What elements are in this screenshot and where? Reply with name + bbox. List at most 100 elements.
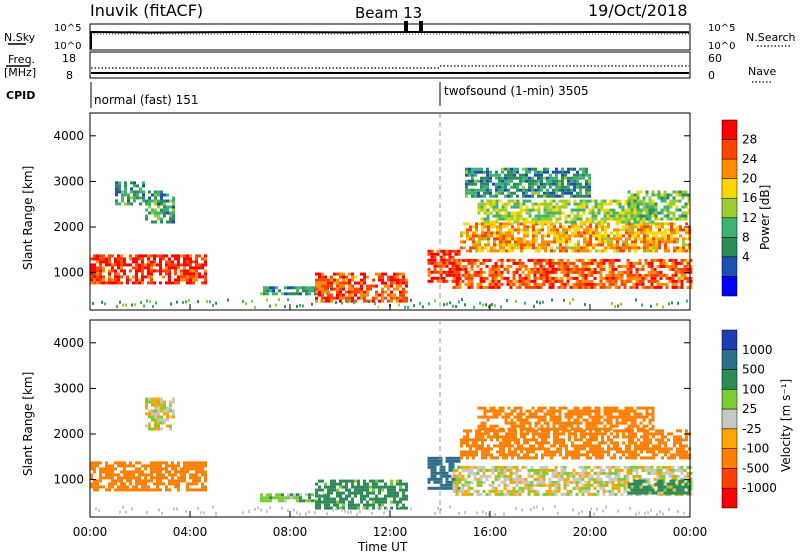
heatmap-cell xyxy=(624,421,628,425)
heatmap-cell xyxy=(653,285,657,289)
heatmap-cell xyxy=(593,285,597,289)
heatmap-cell xyxy=(548,264,552,268)
heatmap-cell xyxy=(433,276,437,280)
heatmap-cell xyxy=(470,486,474,490)
heatmap-cell xyxy=(676,231,679,235)
heatmap-cell xyxy=(481,231,484,235)
heatmap-cell xyxy=(390,290,393,294)
heatmap-cell xyxy=(596,270,600,274)
heatmap-cell xyxy=(637,222,640,226)
heatmap-cell xyxy=(550,456,553,460)
heatmap-cell xyxy=(606,412,610,416)
heatmap-cell xyxy=(469,246,472,250)
heatmap-cell xyxy=(390,284,393,288)
heatmap-cell xyxy=(507,199,511,203)
heatmap-cell xyxy=(378,293,381,297)
heatmap-cell xyxy=(162,467,165,471)
heatmap-cell xyxy=(554,267,558,271)
heatmap-cell xyxy=(535,231,538,235)
heatmap-cell xyxy=(663,205,667,209)
heatmap-cell xyxy=(528,409,532,413)
heatmap-cell xyxy=(493,249,496,253)
heatmap-cell xyxy=(479,261,483,265)
heatmap-cell xyxy=(671,267,675,271)
heatmap-cell xyxy=(189,464,192,468)
heatmap-cell xyxy=(549,194,552,198)
heatmap-cell xyxy=(156,473,159,477)
heatmap-cell xyxy=(324,485,327,489)
heatmap-cell xyxy=(627,427,631,431)
heatmap-cell xyxy=(517,225,520,229)
heatmap-cell xyxy=(311,289,314,293)
heatmap-cell xyxy=(597,202,601,206)
heatmap-cell xyxy=(658,243,661,247)
heatmap-cell xyxy=(315,284,318,288)
heatmap-cell xyxy=(278,289,281,293)
heatmap-cell xyxy=(588,406,592,410)
heatmap-cell xyxy=(587,465,591,469)
heatmap-cell xyxy=(138,266,141,270)
heatmap-cell xyxy=(685,438,688,442)
heatmap-cell xyxy=(555,409,559,413)
heatmap-cell xyxy=(635,298,637,302)
heatmap-cell xyxy=(528,424,532,428)
heatmap-cell xyxy=(586,450,589,454)
heatmap-cell xyxy=(464,258,468,262)
heatmap-cell xyxy=(491,468,495,472)
heatmap-cell xyxy=(436,480,440,484)
heatmap-cell xyxy=(93,488,96,492)
heatmap-cell xyxy=(504,188,507,192)
heatmap-cell xyxy=(666,208,670,212)
heatmap-cell xyxy=(578,273,582,277)
heatmap-cell xyxy=(165,485,168,489)
heatmap-cell xyxy=(159,254,162,258)
heatmap-cell xyxy=(551,267,555,271)
heatmap-cell xyxy=(521,480,525,484)
heatmap-cell xyxy=(607,453,610,457)
heatmap-cell xyxy=(596,474,600,478)
heatmap-cell xyxy=(616,237,619,241)
heatmap-cell xyxy=(666,193,670,197)
heatmap-cell xyxy=(641,264,645,268)
heatmap-cell xyxy=(626,270,630,274)
heatmap-cell xyxy=(608,492,612,496)
heatmap-cell xyxy=(153,476,156,480)
heatmap-cell xyxy=(390,494,393,498)
heatmap-cell xyxy=(508,234,511,238)
heatmap-cell xyxy=(544,453,547,457)
heatmap-cell xyxy=(552,409,556,413)
heatmap-cell xyxy=(652,246,655,250)
heatmap-cell xyxy=(314,292,317,296)
heatmap-cell xyxy=(433,486,437,490)
heatmap-cell xyxy=(148,202,151,206)
heatmap-cell xyxy=(605,471,609,475)
heatmap-cell xyxy=(495,424,499,428)
heatmap-cell xyxy=(646,438,649,442)
heatmap-cell xyxy=(90,269,93,273)
heatmap-cell xyxy=(518,489,522,493)
nsearch-label: N.Search xyxy=(746,31,796,44)
heatmap-cell xyxy=(575,258,579,262)
heatmap-cell xyxy=(528,415,532,419)
heatmap-cell xyxy=(499,249,502,253)
heatmap-cell xyxy=(671,261,675,265)
heatmap-cell xyxy=(174,257,177,261)
heatmap-cell xyxy=(508,231,511,235)
heatmap-cell xyxy=(551,468,555,472)
nave-label: Nave xyxy=(748,65,776,78)
heatmap-cell xyxy=(518,279,522,283)
heatmap-cell xyxy=(448,465,452,469)
heatmap-cell xyxy=(324,278,327,282)
heatmap-cell xyxy=(548,270,552,274)
heatmap-cell xyxy=(442,279,446,283)
heatmap-cell xyxy=(495,202,499,206)
heatmap-cell xyxy=(624,199,628,203)
heatmap-cell xyxy=(487,447,490,451)
heatmap-cell xyxy=(629,468,633,472)
heatmap-cell xyxy=(547,441,550,445)
heatmap-cell xyxy=(157,421,160,425)
heatmap-cell xyxy=(506,489,510,493)
heatmap-cell xyxy=(154,193,157,197)
heatmap-cell xyxy=(163,400,166,404)
heatmap-cell xyxy=(150,281,153,285)
